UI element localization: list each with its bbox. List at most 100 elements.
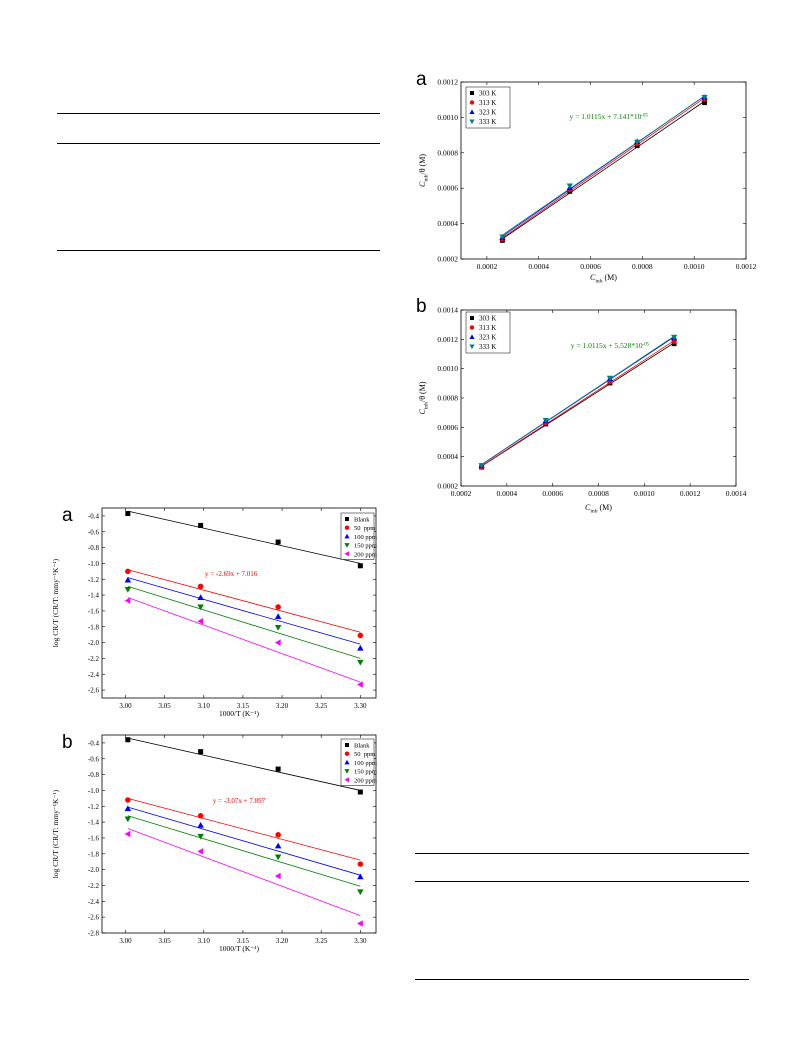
y-tick-label: -2.0 xyxy=(88,639,100,647)
legend-label-3: 150 ppm xyxy=(354,769,377,776)
y-tick-label: -0.6 xyxy=(88,755,100,763)
plot-frame xyxy=(101,734,377,934)
legend-label-1: 313 K xyxy=(479,324,496,332)
panel-letter-arrhenius-a: a xyxy=(62,505,73,526)
legend-marker-1 xyxy=(469,100,475,105)
legend-label-4: 200 ppm xyxy=(354,777,377,784)
fit-equation-0: y = -2.69x + 7.016 xyxy=(205,570,258,578)
y-tick-label: -2.2 xyxy=(88,882,100,890)
data-point-s2-1 xyxy=(197,822,204,828)
panel-letter-arrhenius-b: b xyxy=(62,732,73,753)
data-point-s3-3 xyxy=(671,334,678,341)
legend-label-4: 200 ppm xyxy=(354,551,377,558)
legend-marker-0 xyxy=(345,517,349,521)
data-point-s4-3 xyxy=(357,920,363,927)
y-tick-label: 0.0008 xyxy=(437,148,458,157)
y-tick-label: 0.0004 xyxy=(437,452,458,461)
legend-label-0: 303 K xyxy=(479,315,496,323)
x-tick-label: 0.0002 xyxy=(451,489,472,498)
chart-2: 3.00 3.05 3.10 3.15 3.20 3.25 3.30 -0.4 -0.6 -0.8… xyxy=(88,507,377,710)
data-point-s1-0 xyxy=(125,797,131,803)
x-tick-label: 3.25 xyxy=(315,937,328,945)
data-point-s2-0 xyxy=(124,805,132,812)
y-axis-label: Cinh/θ (M) xyxy=(418,381,429,414)
data-point-s0-3 xyxy=(357,563,363,569)
y-tick-label: -1.8 xyxy=(88,850,100,858)
y-tick-label: -1.8 xyxy=(88,623,100,631)
data-point-s3-2 xyxy=(634,139,641,146)
data-point-s3-1 xyxy=(542,418,549,424)
legend-marker-0 xyxy=(470,316,474,320)
data-point-s0-0 xyxy=(125,737,131,743)
data-point-s3-0 xyxy=(478,463,485,469)
y-tick-label: 0.0008 xyxy=(437,394,458,403)
y-tick-label: 0.0012 xyxy=(437,335,458,344)
data-point-s3-3 xyxy=(701,94,708,101)
y-tick-label: 0.0006 xyxy=(437,184,458,193)
data-point-s1-2 xyxy=(275,604,281,610)
table-top-rule-right xyxy=(415,853,749,854)
y-tick-label: 0.0002 xyxy=(437,482,458,491)
fit-line-3 xyxy=(481,335,675,465)
data-point-s4-1 xyxy=(197,848,204,855)
x-tick-label: 3.20 xyxy=(276,937,289,945)
x-tick-label: 0.0004 xyxy=(528,262,549,271)
data-point-s0-2 xyxy=(275,539,281,545)
y-tick-label: -0.4 xyxy=(88,512,100,520)
y-axis-label: Cinh/θ (M) xyxy=(418,154,429,187)
legend-marker-2 xyxy=(469,334,475,339)
x-axis-label: Cinh (M) xyxy=(585,503,612,514)
panel-letter-langmuir-b: b xyxy=(416,296,427,317)
x-tick-label: 3.15 xyxy=(237,937,250,945)
plot-frame xyxy=(460,81,747,260)
fit-line-0 xyxy=(481,342,675,467)
x-axis-label: 1000/T (K⁻¹) xyxy=(219,944,260,953)
data-point-s1-1 xyxy=(197,583,204,590)
y-tick-label: -1.4 xyxy=(88,819,100,827)
y-axis-label: log CR/T (CR/T: mmy⁻¹K⁻¹) xyxy=(51,558,60,647)
fit-line-1 xyxy=(502,97,705,239)
data-point-s2-3 xyxy=(357,873,364,880)
x-tick-label: 0.0006 xyxy=(542,489,563,498)
x-tick-label: 3.20 xyxy=(276,702,289,710)
legend-marker-4 xyxy=(344,551,349,557)
x-tick-label: 0.0006 xyxy=(580,262,601,271)
fit-line-1 xyxy=(127,569,361,633)
legend-label-0: 303 K xyxy=(479,90,496,98)
x-tick-label: 0.0012 xyxy=(736,262,757,271)
y-tick-label: -1.6 xyxy=(88,834,100,842)
data-point-s2-1 xyxy=(197,594,204,600)
table-header-rule-left xyxy=(57,143,380,144)
legend-marker-2 xyxy=(344,533,350,539)
fit-line-1 xyxy=(127,797,361,861)
data-point-s2-3 xyxy=(357,644,364,651)
legend-marker-4 xyxy=(344,777,349,783)
data-point-s4-2 xyxy=(274,639,281,646)
data-point-s3-2 xyxy=(274,854,282,861)
x-tick-label: 0.0008 xyxy=(588,489,609,498)
fit-line-1 xyxy=(481,340,675,467)
y-tick-label: 0.0014 xyxy=(437,306,458,315)
data-point-s0-1 xyxy=(198,749,204,755)
legend-marker-1 xyxy=(469,325,475,330)
legend-label-2: 323 K xyxy=(479,109,496,117)
legend-label-1: 50 ppm xyxy=(354,525,375,532)
data-point-s3-0 xyxy=(499,234,506,240)
table-bottom-rule-right xyxy=(415,979,749,980)
chart-3: 3.00 3.05 3.10 3.15 3.20 3.25 3.30 -0.4 -0.6 -0.8… xyxy=(88,734,377,945)
y-tick-label: 0.0010 xyxy=(437,364,458,373)
fit-line-3 xyxy=(127,585,361,659)
legend-label-0: Blank xyxy=(354,743,370,750)
fit-line-4 xyxy=(127,597,361,683)
data-point-s0-2 xyxy=(275,766,281,772)
data-point-s1-1 xyxy=(197,813,204,819)
fit-line-3 xyxy=(127,815,361,887)
y-tick-label: -0.8 xyxy=(88,544,100,552)
data-point-s3-3 xyxy=(357,889,364,896)
legend-label-1: 50 ppm xyxy=(354,751,375,758)
y-axis-label: log CR/T (CR/T: mmy⁻¹K⁻¹) xyxy=(51,789,60,878)
fit-line-2 xyxy=(127,806,361,876)
legend-label-2: 323 K xyxy=(479,334,496,342)
data-point-s3-2 xyxy=(274,625,282,631)
y-tick-label: -1.6 xyxy=(88,607,100,615)
